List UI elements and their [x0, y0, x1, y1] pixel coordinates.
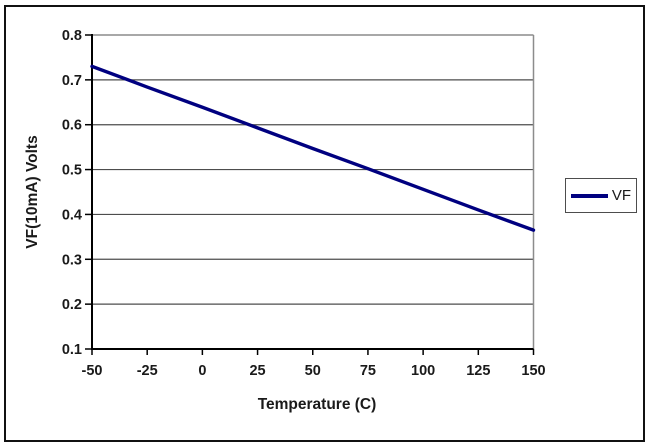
y-tick-label: 0.5 [62, 163, 82, 179]
y-tick-label: 0.4 [62, 207, 82, 223]
x-tick-label: -25 [137, 363, 158, 379]
x-tick-label: 25 [249, 363, 265, 379]
y-tick-label: 0.2 [62, 297, 82, 313]
x-tick-label: 150 [521, 363, 545, 379]
chart-frame [4, 5, 645, 442]
y-tick-label: 0.8 [62, 28, 82, 44]
x-tick-label: 50 [305, 363, 321, 379]
series-line-vf [90, 64, 536, 232]
y-tick-label: 0.6 [62, 118, 82, 134]
legend-line-sample-icon [570, 193, 608, 198]
y-tick-label: 0.3 [62, 252, 82, 268]
y-tick-label: 0.7 [62, 73, 82, 89]
x-tick-label: -50 [82, 363, 103, 379]
x-tick-label: 100 [411, 363, 435, 379]
x-tick-label: 0 [198, 363, 206, 379]
y-axis-title: VF(10mA) Volts [24, 135, 41, 249]
y-tick-label: 0.1 [62, 342, 82, 358]
x-tick-label: 125 [466, 363, 490, 379]
legend: VF [565, 178, 637, 213]
legend-label: VF [611, 187, 632, 204]
x-tick-label: 75 [360, 363, 376, 379]
x-axis-title: Temperature (C) [257, 396, 377, 413]
